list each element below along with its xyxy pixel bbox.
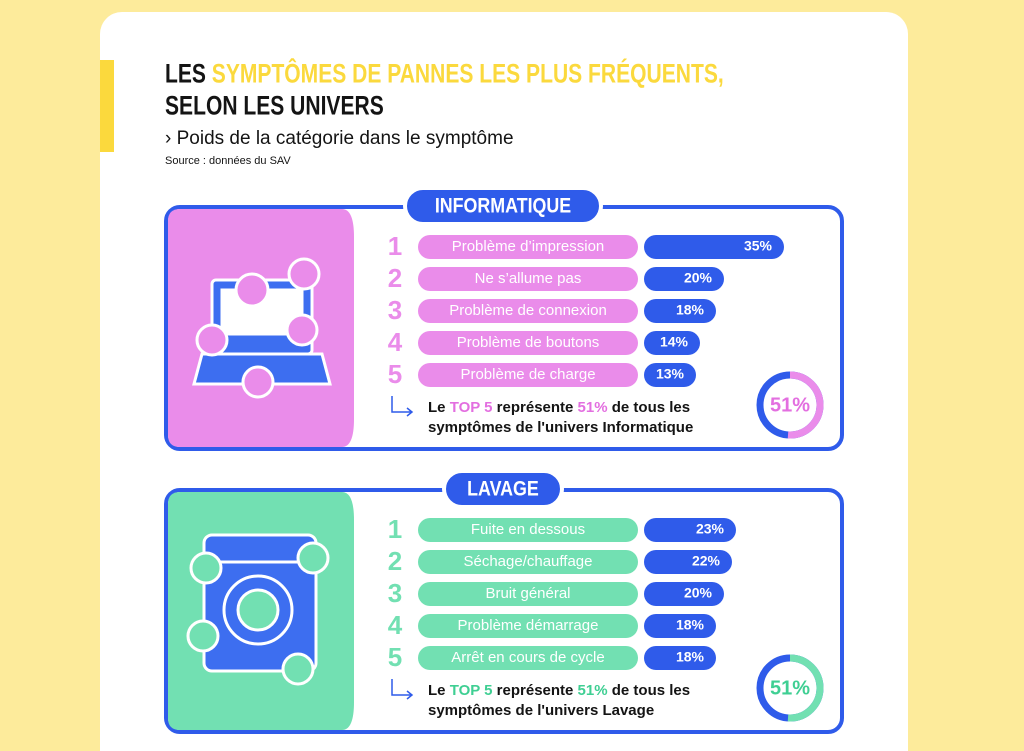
note-part: représente bbox=[493, 399, 578, 416]
rank: 1 bbox=[388, 514, 402, 544]
note-line: Le TOP 5 représente 51% de tous les bbox=[428, 682, 690, 699]
item-label: Ne s’allume pas bbox=[475, 270, 582, 287]
bar bbox=[644, 646, 716, 670]
note-part: symptômes de l'univers Informatique bbox=[428, 419, 693, 436]
source: Source : données du SAV bbox=[165, 155, 291, 167]
donut-label: 51% bbox=[770, 394, 810, 416]
label-pill bbox=[418, 646, 638, 670]
note-part: TOP 5 bbox=[450, 682, 493, 699]
item-label: Arrêt en cours de cycle bbox=[451, 649, 604, 666]
item-label: Problème démarrage bbox=[458, 617, 599, 634]
note-part: représente bbox=[493, 682, 578, 699]
bar-label: 20% bbox=[684, 585, 713, 601]
rank: 3 bbox=[388, 578, 402, 608]
item-label: Séchage/chauffage bbox=[463, 553, 592, 570]
bar-label: 18% bbox=[676, 617, 705, 633]
note-part: 51% bbox=[578, 399, 608, 416]
label-pill bbox=[418, 518, 638, 542]
bar-label: 35% bbox=[744, 238, 773, 254]
item-label: Problème d’impression bbox=[452, 238, 605, 255]
bar bbox=[644, 518, 736, 542]
bar bbox=[644, 550, 732, 574]
bar bbox=[644, 299, 716, 323]
rank: 5 bbox=[388, 359, 402, 389]
section-title: LAVAGE bbox=[467, 477, 539, 501]
bar-label: 22% bbox=[692, 553, 721, 569]
note-part: Le bbox=[428, 399, 450, 416]
note-arrow bbox=[391, 396, 414, 417]
rank: 5 bbox=[388, 642, 402, 672]
note-part: symptômes de l'univers Lavage bbox=[428, 702, 654, 719]
subtitle: › Poids de la catégorie dans le symptôme bbox=[165, 128, 514, 149]
note-line: symptômes de l'univers Lavage bbox=[428, 702, 654, 719]
bar-label: 14% bbox=[660, 334, 689, 350]
label-pill bbox=[418, 299, 638, 323]
label-pill bbox=[418, 363, 638, 387]
title-line: SELON LES UNIVERS bbox=[165, 92, 384, 122]
section: LAVAGE 1 Fuite en dessous 23% 2 Séchage/chauf… bbox=[164, 469, 844, 734]
label-pill bbox=[418, 331, 638, 355]
note-part: Le bbox=[428, 682, 450, 699]
note-line: Le TOP 5 représente 51% de tous les bbox=[428, 399, 690, 416]
rank: 3 bbox=[388, 295, 402, 325]
rank: 2 bbox=[388, 263, 402, 293]
accent-bar bbox=[100, 60, 114, 152]
donut-arc bbox=[756, 371, 824, 439]
section-title-pill bbox=[442, 469, 564, 509]
note-part: de tous les bbox=[608, 682, 691, 699]
rank: 1 bbox=[388, 231, 402, 261]
note-part: TOP 5 bbox=[450, 399, 493, 416]
item-label: Problème de charge bbox=[460, 366, 595, 383]
label-pill bbox=[418, 235, 638, 259]
rank: 2 bbox=[388, 546, 402, 576]
bar-label: 18% bbox=[676, 302, 705, 318]
note-part: de tous les bbox=[608, 399, 691, 416]
label-pill bbox=[418, 582, 638, 606]
item-label: Problème de connexion bbox=[449, 302, 607, 319]
label-pill bbox=[418, 267, 638, 291]
washer-illustration bbox=[186, 533, 330, 686]
bar-label: 18% bbox=[676, 649, 705, 665]
bar-label: 13% bbox=[656, 366, 685, 382]
donut-label: 51% bbox=[770, 677, 810, 699]
item-label: Bruit général bbox=[485, 585, 570, 602]
bar bbox=[644, 267, 724, 291]
label-pill bbox=[418, 550, 638, 574]
label-pill bbox=[418, 614, 638, 638]
bar bbox=[644, 582, 724, 606]
bar bbox=[644, 614, 716, 638]
note-arrow bbox=[391, 679, 414, 700]
section-title: INFORMATIQUE bbox=[435, 194, 571, 218]
bar bbox=[644, 331, 700, 355]
donut-arc bbox=[756, 654, 824, 722]
bar bbox=[644, 235, 784, 259]
rank: 4 bbox=[388, 327, 403, 357]
title-part: SELON LES UNIVERS bbox=[165, 92, 384, 122]
bar bbox=[644, 363, 696, 387]
bar-label: 23% bbox=[696, 521, 725, 537]
title-line: LES SYMPTÔMES DE PANNES LES PLUS FRÉQUEN… bbox=[165, 59, 724, 90]
laptop-illustration bbox=[192, 257, 332, 399]
title-part: LES bbox=[165, 60, 212, 90]
item-label: Fuite en dessous bbox=[471, 521, 585, 538]
bar-label: 20% bbox=[684, 270, 713, 286]
note-part: 51% bbox=[578, 682, 608, 699]
item-label: Problème de boutons bbox=[457, 334, 600, 351]
section-title-pill bbox=[403, 186, 603, 226]
rank: 4 bbox=[388, 610, 403, 640]
title-part: SYMPTÔMES DE PANNES LES PLUS FRÉQUENTS, bbox=[212, 59, 724, 90]
note-line: symptômes de l'univers Informatique bbox=[428, 419, 693, 436]
